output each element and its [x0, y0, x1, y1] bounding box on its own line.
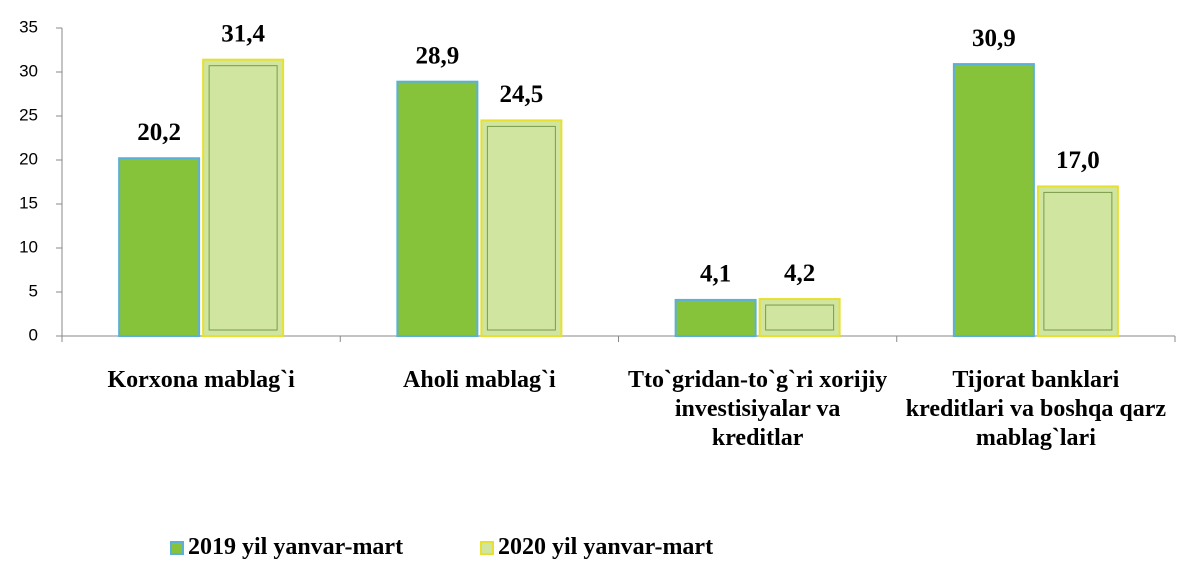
x-tick-label: Aholi mablag`i [403, 367, 556, 393]
x-tick-label: Tto`gridan-to`g`ri xorijiy investisiyala… [627, 367, 888, 451]
bar [396, 80, 479, 338]
bar [480, 119, 563, 338]
value-label: 24,5 [500, 81, 544, 108]
bar [202, 58, 285, 338]
y-tick-label: 30 [19, 61, 38, 80]
y-tick-label: 35 [19, 17, 38, 36]
legend-swatch [480, 540, 494, 555]
x-tick-label: Tijorat banklari kreditlari va boshqa qa… [905, 367, 1166, 451]
y-tick-label: 15 [19, 193, 38, 212]
y-tick-label: 5 [29, 281, 38, 300]
bar-bevel [208, 65, 278, 331]
legend-item: 2020 yil yanvar-mart [480, 534, 713, 561]
value-label: 4,1 [700, 261, 731, 288]
value-label: 17,0 [1056, 147, 1100, 174]
y-tick-label: 25 [19, 105, 38, 124]
value-label: 4,2 [784, 260, 815, 287]
bar [1036, 185, 1119, 337]
legend-item: 2019 yil yanvar-mart [170, 534, 403, 561]
y-tick-label: 10 [19, 237, 38, 256]
legend-swatch [170, 540, 184, 555]
value-label: 30,9 [972, 25, 1016, 52]
x-tick-label: Korxona mablag`i [107, 367, 295, 393]
value-label: 28,9 [416, 42, 460, 69]
legend-label: 2019 yil yanvar-mart [188, 534, 404, 560]
value-label: 20,2 [137, 119, 181, 146]
bar [118, 157, 201, 337]
value-label: 31,4 [221, 20, 265, 47]
y-tick-label: 20 [19, 149, 38, 168]
y-tick-label: 0 [29, 325, 38, 344]
bar [952, 63, 1035, 338]
bar-bevel [1043, 191, 1113, 331]
bar-bevel [765, 304, 835, 331]
bar-bevel [486, 125, 556, 331]
legend-label: 2020 yil yanvar-mart [498, 534, 714, 560]
bar [674, 298, 757, 338]
